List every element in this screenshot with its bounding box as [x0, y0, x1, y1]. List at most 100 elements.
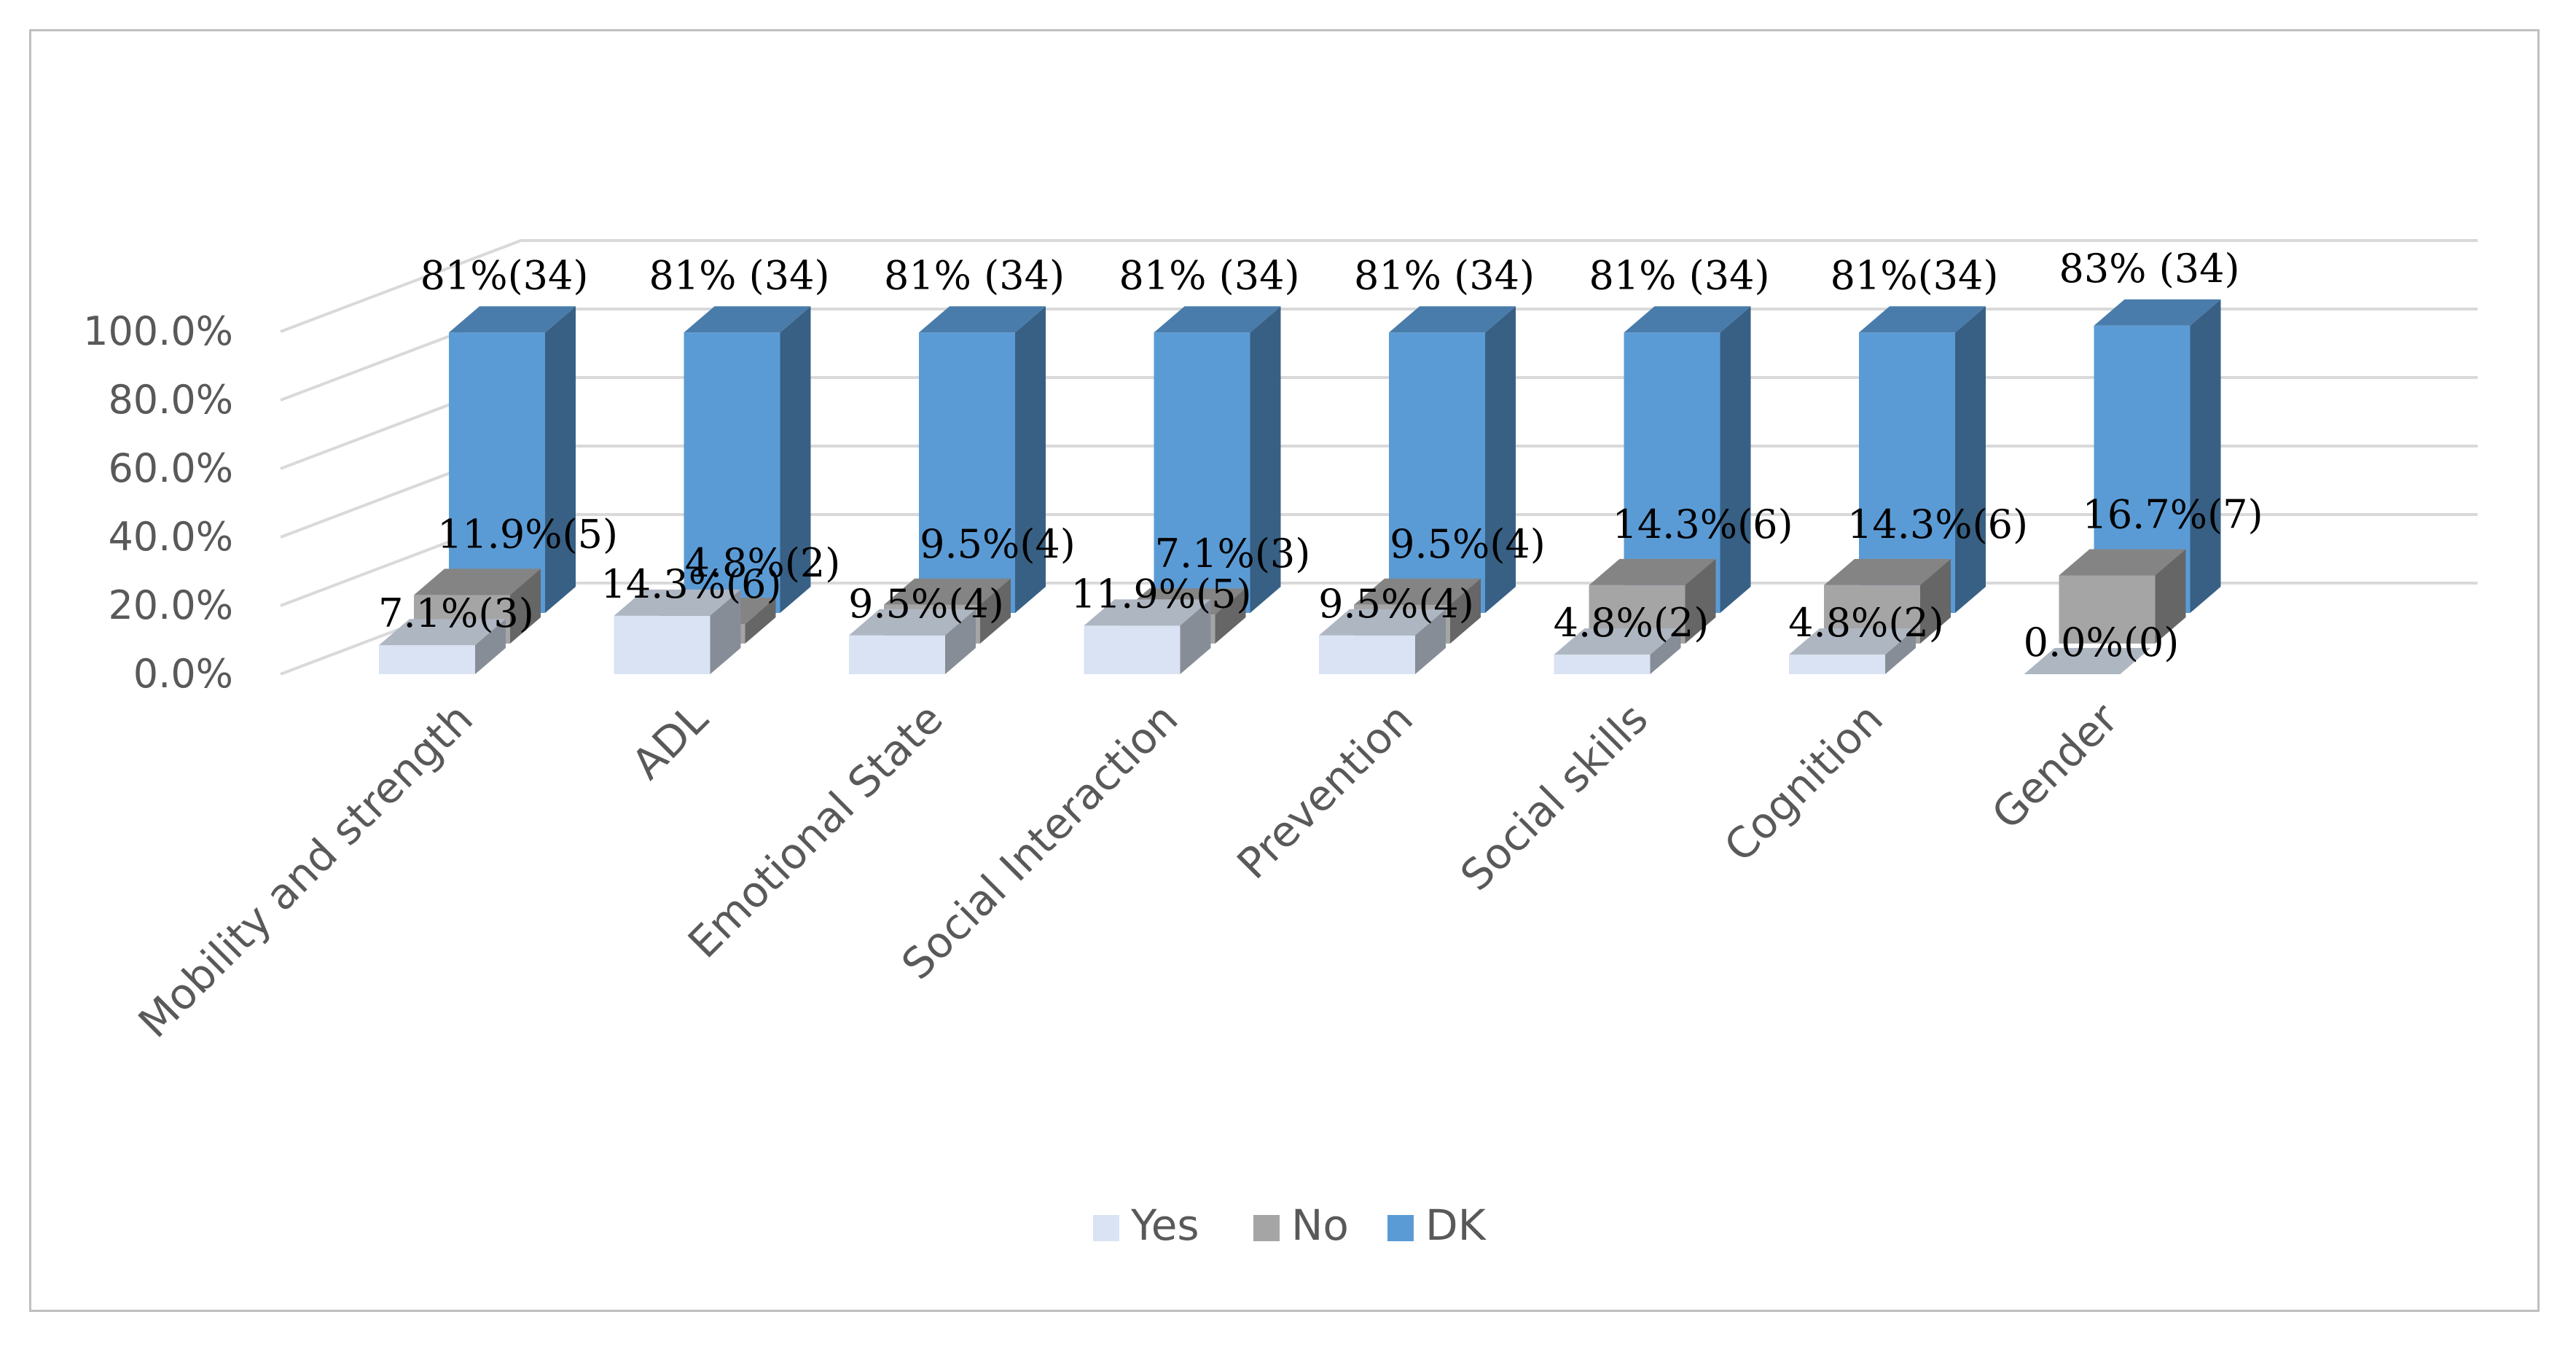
bar-top — [2024, 648, 2151, 674]
data-label: 14.3%(6) — [1847, 501, 2028, 547]
x-tick-label: Social skills — [1451, 694, 1657, 900]
bar-top — [1389, 306, 1516, 333]
legend-label-yes: Yes — [1130, 1200, 1199, 1250]
bar-front — [1084, 625, 1181, 674]
bar-side — [1955, 306, 1986, 613]
y-tick-label: 80.0% — [108, 377, 233, 423]
bar-top — [2094, 299, 2221, 326]
y-tick-label: 40.0% — [108, 514, 233, 560]
bar-yes-2 — [849, 609, 976, 674]
bar-side — [745, 598, 776, 644]
bar-dk-3 — [1154, 306, 1281, 613]
bar-yes-0 — [379, 619, 506, 674]
bar-top — [1624, 306, 1751, 333]
x-tick-label: Mobility and strength — [129, 694, 482, 1047]
bar-front — [449, 332, 545, 613]
x-tick-label: Prevention — [1228, 694, 1422, 888]
data-label: 0.0%(0) — [2024, 620, 2180, 665]
data-label: 81%(34) — [1831, 252, 1999, 298]
bar-dk-0 — [449, 306, 576, 613]
bar-front — [684, 332, 780, 613]
bar-side — [1215, 588, 1246, 644]
data-label: 83% (34) — [2059, 246, 2239, 292]
data-label: 7.1%(3) — [378, 590, 534, 636]
x-tick-label: Gender — [1982, 694, 2127, 839]
bar-yes-5 — [1554, 628, 1681, 674]
bar-yes-6 — [1789, 628, 1916, 674]
bar-top — [1859, 306, 1986, 333]
legend-label-dk: DK — [1425, 1200, 1487, 1250]
data-label: 9.5%(4) — [848, 581, 1004, 627]
bar-front — [379, 645, 475, 674]
bar-dk-4 — [1389, 306, 1516, 613]
data-label: 9.5%(4) — [920, 521, 1076, 567]
bar-side — [2155, 549, 2186, 644]
bar-top — [1154, 306, 1281, 333]
bar-yes-7 — [2024, 648, 2151, 675]
bar-side — [710, 589, 741, 674]
bar-yes-3 — [1084, 599, 1211, 674]
bar-top — [1084, 599, 1211, 626]
bar-top — [684, 306, 811, 333]
data-label: 11.9%(5) — [437, 511, 618, 557]
bar-top — [1589, 558, 1716, 585]
legend: Yes No DK — [1093, 1200, 1487, 1250]
bar-front — [1554, 654, 1651, 674]
y-tick-label: 20.0% — [108, 582, 233, 628]
legend-swatch-yes — [1093, 1215, 1119, 1241]
bar-front — [1789, 654, 1885, 674]
x-tick-label: ADL — [622, 694, 718, 789]
legend-swatch-dk — [1387, 1215, 1414, 1241]
data-label: 81% (34) — [884, 252, 1065, 298]
data-label: 81%(34) — [420, 252, 589, 298]
data-label: 81% (34) — [1354, 252, 1535, 298]
bar-side — [1450, 578, 1481, 644]
bar-side — [980, 578, 1011, 644]
data-label: 9.5%(4) — [1390, 521, 1546, 567]
bar-side — [1650, 628, 1681, 674]
bar-side — [1920, 558, 1951, 644]
bar-front — [919, 332, 1015, 613]
bar-side — [1685, 558, 1716, 644]
bar-yes-1 — [614, 589, 741, 674]
bar-top — [614, 589, 741, 616]
bar-top — [379, 619, 506, 646]
bar-top — [884, 578, 1011, 605]
bar-side — [780, 306, 811, 613]
bar-side — [475, 619, 506, 674]
data-label: 9.5%(4) — [1318, 581, 1474, 627]
bar-dk-1 — [684, 306, 811, 613]
bar-side — [510, 568, 541, 644]
data-label: 81% (34) — [1589, 252, 1769, 298]
x-tick-label: Cognition — [1715, 694, 1892, 872]
bar-top — [2059, 549, 2186, 576]
bar-side — [545, 306, 576, 613]
bar-top — [849, 609, 976, 636]
y-tick-label: 60.0% — [108, 445, 233, 491]
data-labels: 81%(34) 81% (34) 81% (34) 81% (34) 81% (34) 8… — [378, 246, 2263, 665]
y-axis: 0.0% 20.0% 40.0% 60.0% 80.0% 100.0% — [83, 308, 233, 697]
bar-no-7 — [2059, 549, 2186, 644]
bar-front — [849, 635, 945, 674]
bar-top — [414, 568, 541, 595]
bar-front — [2059, 575, 2156, 644]
bar-side — [1015, 306, 1046, 613]
bar-side — [2190, 299, 2221, 613]
bar-top — [919, 306, 1046, 333]
legend-swatch-no — [1253, 1215, 1280, 1241]
bar-top — [1554, 628, 1681, 655]
y-tick-label: 0.0% — [133, 651, 233, 697]
bar-yes-4 — [1319, 609, 1446, 674]
data-label: 14.3%(6) — [600, 561, 781, 607]
gridline — [280, 239, 2478, 333]
bar-side — [1250, 306, 1281, 613]
bar-front — [1154, 332, 1250, 613]
data-label: 4.8%(2) — [685, 540, 841, 586]
bar-front — [614, 615, 710, 674]
bar-dk-2 — [919, 306, 1046, 613]
data-label: 4.8%(2) — [1554, 600, 1710, 646]
bar-side — [1885, 628, 1916, 674]
x-tick-label: Emotional State — [678, 694, 952, 968]
legend-label-no: No — [1291, 1200, 1349, 1250]
